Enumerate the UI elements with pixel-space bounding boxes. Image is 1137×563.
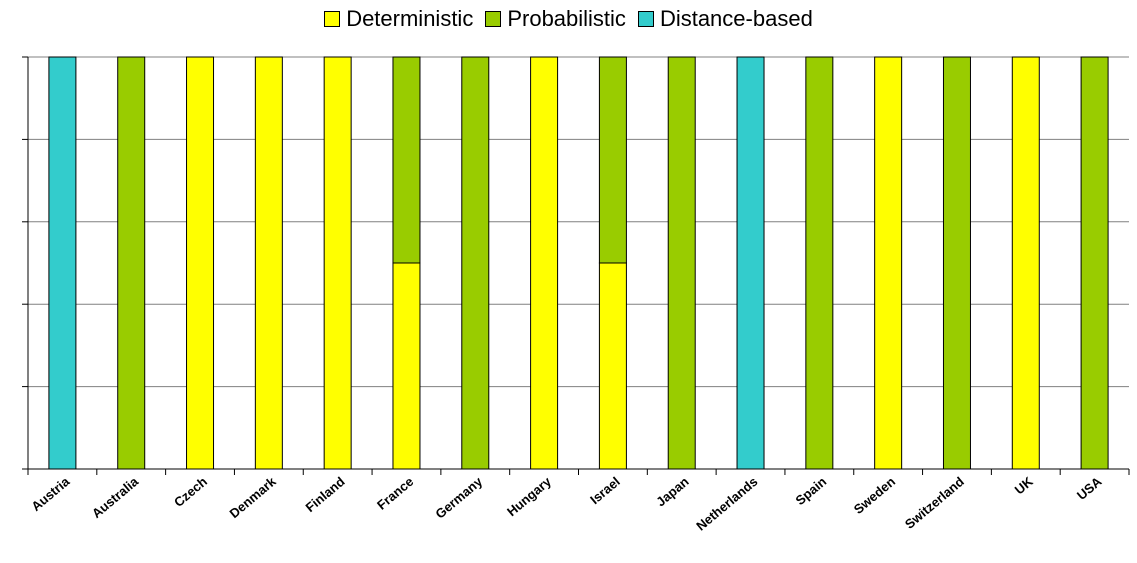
bar-deterministic-denmark (254, 56, 283, 470)
legend-label-deterministic: Deterministic (346, 6, 474, 31)
legend-label-distance-based: Distance-based (659, 6, 813, 31)
bar-probabilistic-france (392, 56, 421, 264)
bar-probabilistic-australia (117, 56, 146, 470)
bar-distance-based-netherlands (736, 56, 765, 470)
legend-item-distance-based: Distance-based (637, 6, 813, 32)
bar-probabilistic-japan (667, 56, 696, 470)
bar-deterministic-france (392, 262, 421, 470)
x-tick-label: Sweden (851, 474, 898, 517)
x-tick-label: Spain (793, 474, 830, 508)
bar-probabilistic-switzerland (942, 56, 971, 470)
x-tick-label: Czech (171, 474, 210, 510)
bar-probabilistic-israel (598, 56, 627, 264)
bar-probabilistic-usa (1080, 56, 1109, 470)
bar-deterministic-israel (598, 262, 627, 470)
bar-deterministic-hungary (530, 56, 559, 470)
bar-deterministic-sweden (874, 56, 903, 470)
bar-distance-based-austria (48, 56, 77, 470)
x-tick-label: Israel (587, 474, 623, 507)
legend-label-probabilistic: Probabilistic (507, 6, 626, 31)
x-tick-label: Japan (653, 474, 691, 510)
bar-probabilistic-germany (461, 56, 490, 470)
x-tick-label: Finland (303, 474, 348, 515)
bar-deterministic-finland (323, 56, 352, 470)
x-tick-label: Netherlands (693, 474, 760, 534)
x-tick-label: USA (1074, 473, 1105, 503)
bar-deterministic-uk (1011, 56, 1040, 470)
bar-probabilistic-spain (805, 56, 834, 470)
legend-item-deterministic: Deterministic (324, 6, 473, 32)
legend-swatch-probabilistic (485, 11, 502, 27)
x-tick-label: Australia (89, 473, 142, 521)
x-tick-label: UK (1012, 473, 1036, 497)
x-tick-label: Denmark (227, 473, 280, 521)
legend-item-probabilistic: Probabilistic (485, 6, 626, 32)
bar-deterministic-czech (186, 56, 215, 470)
legend-swatch-deterministic (324, 11, 341, 27)
x-tick-label: Germany (432, 473, 485, 521)
legend: Deterministic Probabilistic Distance-bas… (0, 6, 1137, 32)
legend-swatch-distance-based (637, 11, 654, 27)
x-tick-label: Switzerland (902, 474, 967, 532)
x-tick-label: Hungary (504, 473, 555, 519)
x-tick-label: France (374, 474, 416, 513)
x-tick-label: Austria (28, 473, 73, 514)
